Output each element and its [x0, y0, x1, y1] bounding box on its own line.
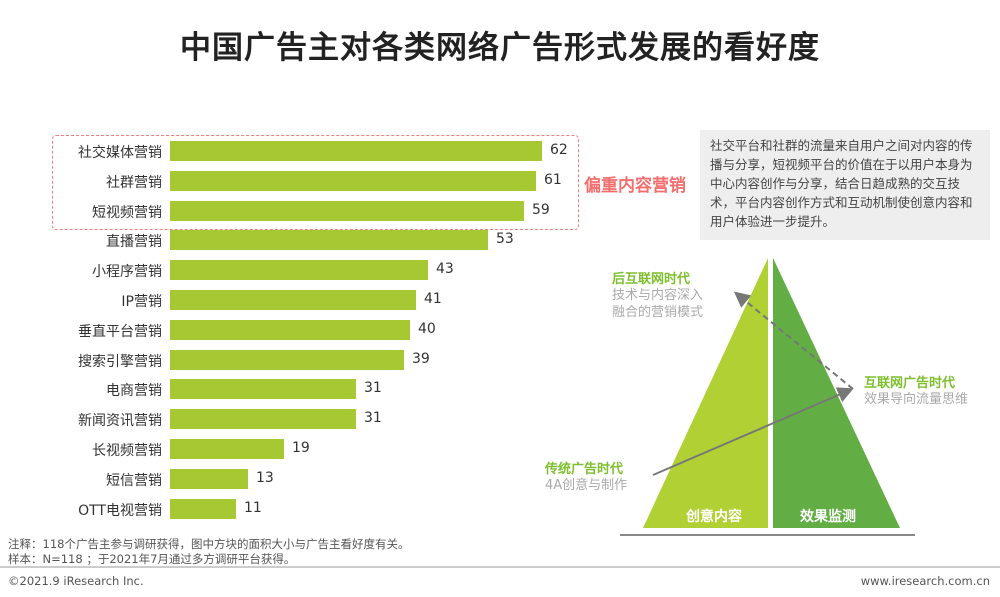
era-sub: 融合的营销模式	[612, 305, 704, 320]
value-label: 31	[364, 410, 382, 427]
category-label: 直播营销	[106, 234, 162, 251]
category-label: IP营销	[121, 294, 162, 310]
bar	[170, 498, 236, 519]
value-label: 59	[532, 201, 550, 218]
bar	[170, 170, 536, 191]
bar	[170, 439, 284, 459]
value-label: 61	[544, 171, 562, 188]
pyramid-left-label: 创意内容	[686, 509, 742, 525]
value-label: 62	[550, 142, 568, 158]
category-label: 长视频营销	[92, 443, 162, 459]
highlight-label: 偏重内容营销	[584, 176, 686, 196]
footnote-sample: 样本：N=118 ；于2021年7月通过多方调研平台获得。	[8, 552, 296, 566]
bar	[170, 409, 356, 430]
era-sub: 4A创意与制作	[545, 478, 628, 493]
bar	[170, 141, 542, 161]
category-label: 短视频营销	[92, 204, 162, 221]
highlight-box	[52, 135, 579, 230]
category-label: 垂直平台营销	[78, 323, 162, 340]
category-label: 小程序营销	[92, 264, 162, 281]
note-box: 社交平台和社群的流量来自用户之间对内容的传播与分享，短视频平台的价值在于以用户本…	[700, 130, 990, 240]
bar	[170, 319, 410, 340]
category-label: 社交媒体营销	[78, 145, 162, 161]
bar	[170, 200, 524, 221]
category-label: 短信营销	[106, 472, 162, 489]
value-label: 41	[424, 291, 442, 307]
era-sub: 技术与内容深入	[612, 288, 704, 303]
value-label: 19	[292, 440, 310, 456]
bar	[170, 349, 404, 370]
pyramid-right-label: 效果监测	[800, 509, 856, 525]
bar	[170, 230, 488, 251]
era-internet: 互联网广告时代 效果导向流量思维	[864, 372, 968, 408]
bar	[170, 290, 416, 310]
website: www.iresearch.com.cn	[860, 574, 990, 588]
category-label: 搜索引擎营销	[78, 353, 162, 370]
value-label: 43	[436, 261, 454, 278]
era-title: 后互联网时代	[612, 272, 691, 287]
page-title: 中国广告主对各类网络广告形式发展的看好度	[180, 30, 820, 66]
value-label: 11	[244, 499, 262, 516]
category-label: 电商营销	[106, 383, 162, 400]
pyramid-left	[643, 258, 768, 528]
copyright: ©2021.9 iResearch Inc.	[8, 574, 144, 588]
value-label: 31	[364, 380, 382, 397]
value-label: 39	[412, 350, 430, 367]
category-label: 新闻资讯营销	[78, 413, 162, 430]
footer-divider	[0, 566, 1000, 568]
arrow-dashed	[733, 291, 854, 390]
era-title: 传统广告时代	[545, 462, 624, 477]
footnote-note: 注释：118个广告主参与调研获得，图中方块的面积大小与广告主看好度有关。	[8, 537, 410, 551]
era-post-internet: 后互联网时代 技术与内容深入 融合的营销模式	[612, 268, 703, 321]
arrow-solid	[652, 387, 854, 476]
value-label: 53	[496, 231, 514, 248]
bar	[170, 468, 248, 489]
value-label: 40	[418, 320, 436, 337]
value-label: 13	[256, 469, 274, 486]
category-label: 社群营销	[106, 174, 162, 191]
era-title: 互联网广告时代	[864, 376, 956, 391]
era-traditional: 传统广告时代 4A创意与制作	[545, 458, 627, 494]
category-label: OTT电视营销	[78, 502, 162, 519]
bar	[170, 260, 428, 281]
bar	[170, 379, 356, 400]
era-sub: 效果导向流量思维	[864, 392, 969, 407]
